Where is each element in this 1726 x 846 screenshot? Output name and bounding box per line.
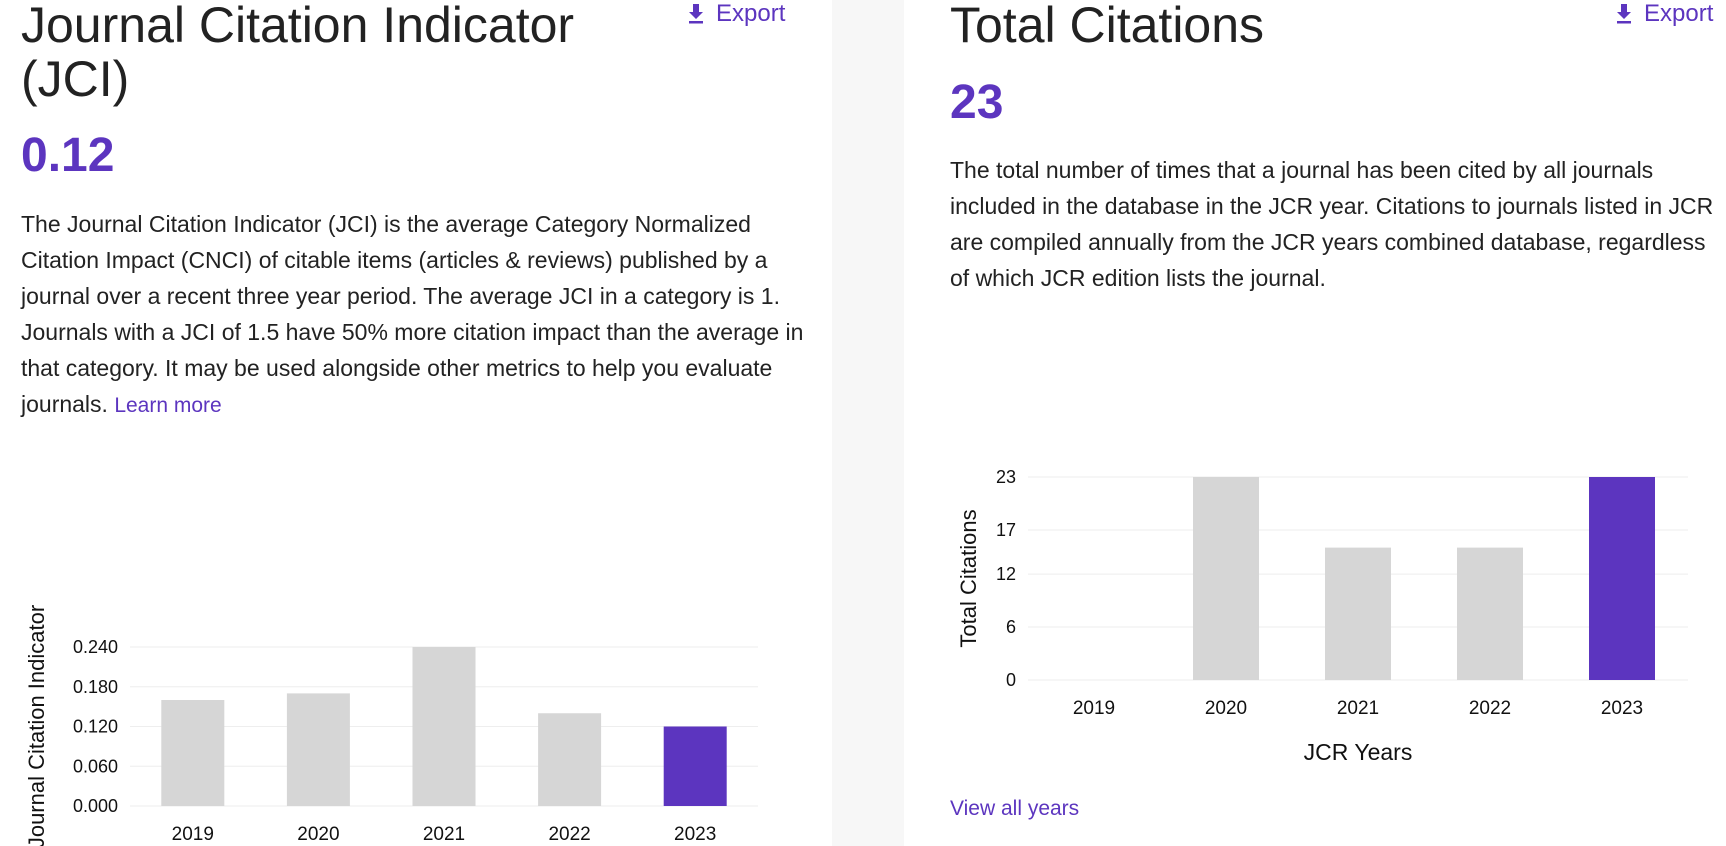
jci-export-button[interactable]: Export [686,0,785,28]
jci-card: Journal Citation Indicator (JCI) Export … [0,0,832,846]
x-tick-label: 2019 [1073,698,1115,719]
bar-2022 [1457,547,1523,680]
total-citations-card: Total Citations Export 23 The total numb… [904,0,1726,846]
total-citations-export-button[interactable]: Export [1614,0,1713,28]
jci-bar-chart: 0.000 0.060 0.120 0.180 0.240 2019 2020 2021 202… [24,605,758,846]
x-tick-label: 2022 [548,824,590,845]
jci-title-line2: (JCI) [21,51,130,107]
bar-2021 [1325,547,1391,680]
x-tick-label: 2020 [297,824,339,845]
y-axis-label: Journal Citation Indicator [24,605,49,846]
y-tick-label: 23 [996,467,1016,487]
jci-description: The Journal Citation Indicator (JCI) is … [21,206,811,424]
panel-gutter [832,0,904,846]
total-citations-title: Total Citations [950,0,1265,53]
bar-2020 [1193,477,1259,680]
download-icon [1617,4,1631,24]
y-tick-label: 12 [996,564,1016,584]
y-tick-label: 0.180 [73,677,118,697]
x-tick-label: 2023 [1601,698,1643,719]
y-tick-label: 0.240 [73,637,118,657]
bar-2023 [1589,477,1655,680]
view-all-years-link[interactable]: View all years [950,797,1080,820]
x-tick-label: 2021 [423,824,465,845]
bar-2020 [286,693,350,806]
bar-2023 [663,726,727,806]
total-citations-value: 23 [950,76,1004,129]
x-tick-label: 2023 [674,824,716,845]
x-tick-label: 2019 [172,824,214,845]
y-tick-label: 0.120 [73,717,118,737]
y-tick-label: 6 [1006,617,1016,637]
x-axis-label: JCR Years [1304,739,1413,765]
bar-2022 [538,713,602,806]
y-tick-label: 0.000 [73,796,118,816]
jci-description-text: The Journal Citation Indicator (JCI) is … [21,211,804,417]
x-tick-label: 2022 [1469,698,1511,719]
jci-title-line1: Journal Citation Indicator [21,0,575,53]
total-citations-bar-chart: 0 6 12 17 23 2019 2020 2021 2022 2023 Total Citati… [956,467,1688,765]
x-tick-label: 2021 [1337,698,1379,719]
bar-2021 [412,647,476,806]
total-citations-description: The total number of times that a journal… [950,157,1714,291]
learn-more-link[interactable]: Learn more [114,394,222,417]
y-tick-label: 17 [996,520,1016,540]
y-axis-label: Total Citations [956,509,981,647]
jci-title: Journal Citation Indicator (JCI) [21,0,574,106]
y-tick-label: 0 [1006,670,1016,690]
jci-export-label: Export [716,0,786,27]
download-icon [689,4,703,24]
x-tick-label: 2020 [1205,698,1247,719]
total-citations-export-label: Export [1644,0,1714,27]
jci-value: 0.12 [21,129,115,182]
y-tick-label: 0.060 [73,756,118,776]
bar-2019 [161,700,225,806]
